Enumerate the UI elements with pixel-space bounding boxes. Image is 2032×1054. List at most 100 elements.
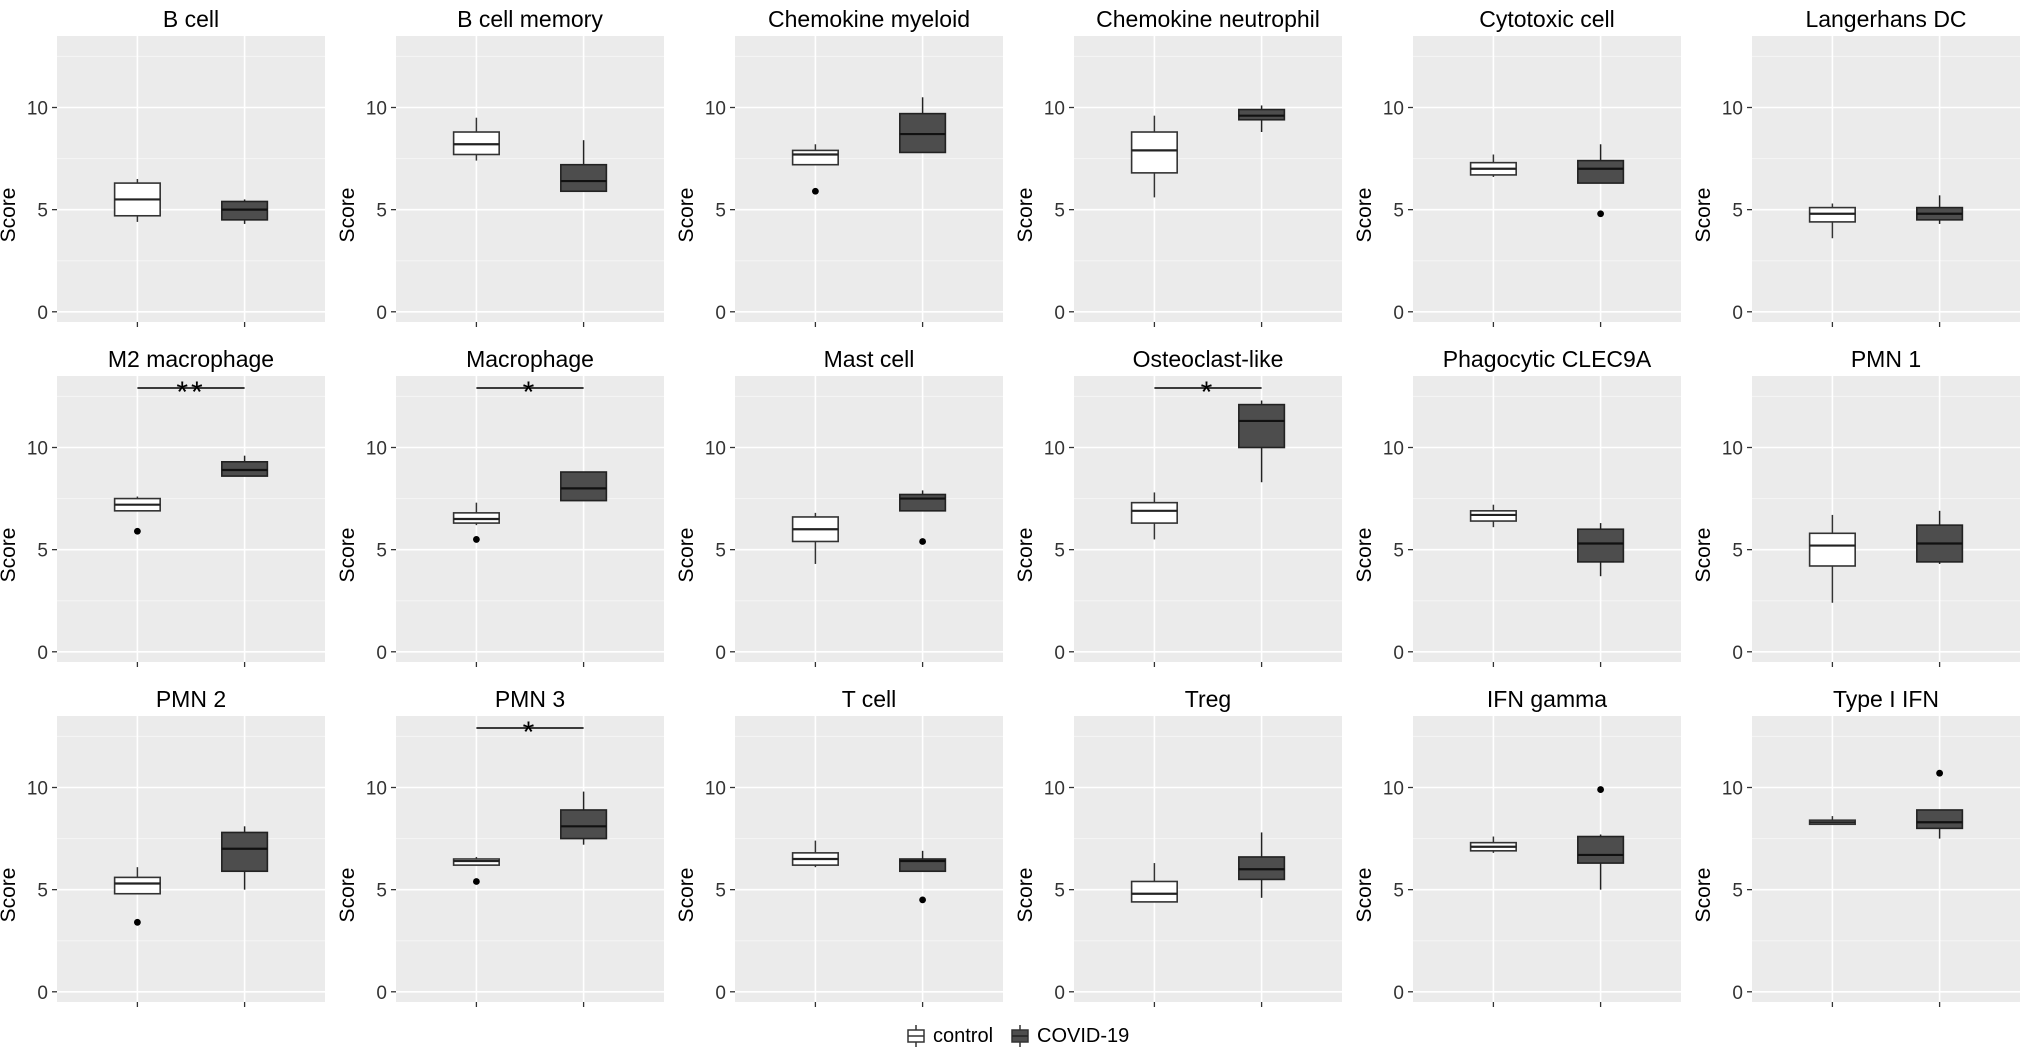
- panel-1: B cell 0 5 10 Score: [0, 6, 325, 327]
- legend-item-control: control: [905, 1025, 993, 1048]
- significance-label: *: [523, 376, 538, 409]
- y-tick-label: 10: [705, 99, 726, 120]
- panel-3: Chemokine myeloid 0 5 10 Score: [675, 6, 1003, 327]
- y-tick-label: 0: [1393, 643, 1404, 664]
- y-axis-label: Score: [1353, 868, 1376, 923]
- y-tick-label: 0: [1054, 643, 1065, 664]
- panel-10: Osteoclast-like 0 5 10 Score *: [1014, 346, 1342, 667]
- panel-2: B cell memory 0 5 10 Score: [336, 6, 664, 327]
- y-tick-label: 5: [715, 541, 726, 562]
- y-tick-label: 10: [1044, 779, 1065, 800]
- y-tick-label: 10: [1383, 779, 1404, 800]
- y-tick-label: 10: [705, 779, 726, 800]
- y-axis-label: Score: [0, 188, 20, 243]
- legend: control COVID-19: [905, 1024, 1145, 1048]
- y-tick-label: 0: [37, 643, 48, 664]
- y-tick-label: 0: [1054, 983, 1065, 1004]
- panel-background: [1752, 36, 2020, 322]
- y-tick-label: 0: [715, 303, 726, 324]
- y-axis-label: Score: [1353, 188, 1376, 243]
- panel-background: [735, 376, 1003, 662]
- outlier-covid: [1597, 786, 1604, 793]
- box-covid: [1577, 835, 1625, 864]
- panel-13: PMN 2 0 5 10 Score: [0, 686, 325, 1007]
- y-tick-label: 10: [1383, 99, 1404, 120]
- box-control: [113, 876, 161, 895]
- y-tick-label: 5: [1054, 201, 1065, 222]
- y-axis-label: Score: [675, 188, 698, 243]
- y-tick-label: 10: [366, 99, 387, 120]
- y-axis-label: Score: [1692, 188, 1715, 243]
- box-covid: [1916, 809, 1964, 830]
- y-tick-label: 5: [376, 201, 387, 222]
- panel-title: Cytotoxic cell: [1479, 6, 1614, 32]
- significance-label: *: [523, 716, 538, 749]
- y-tick-label: 10: [1722, 99, 1743, 120]
- y-axis-label: Score: [336, 868, 359, 923]
- panel-title: M2 macrophage: [108, 346, 274, 372]
- panel-background: [1413, 36, 1681, 322]
- outlier-control: [134, 918, 141, 926]
- box-covid: [221, 831, 269, 873]
- y-tick-label: 0: [1732, 303, 1743, 324]
- box-covid: [560, 471, 608, 502]
- box-control: [791, 149, 839, 166]
- y-tick-label: 0: [715, 983, 726, 1004]
- y-axis-label: Score: [1014, 868, 1037, 923]
- significance-label: *: [1201, 376, 1216, 409]
- panel-title: IFN gamma: [1487, 686, 1607, 712]
- panel-15: T cell 0 5 10 Score: [675, 686, 1003, 1007]
- y-tick-label: 5: [1054, 881, 1065, 902]
- panel-title: PMN 1: [1851, 346, 1921, 372]
- y-tick-label: 0: [1732, 643, 1743, 664]
- y-tick-label: 0: [1732, 983, 1743, 1004]
- panel-title: Phagocytic CLEC9A: [1443, 346, 1652, 372]
- y-tick-label: 0: [376, 643, 387, 664]
- panel-9: Mast cell 0 5 10 Score: [675, 346, 1003, 667]
- y-tick-label: 0: [376, 303, 387, 324]
- panel-background: [1074, 716, 1342, 1002]
- y-tick-label: 0: [1054, 303, 1065, 324]
- panel-background: [1752, 376, 2020, 662]
- y-axis-label: Score: [675, 868, 698, 923]
- panel-background: [396, 36, 664, 322]
- panel-background: [1074, 36, 1342, 322]
- y-axis-label: Score: [336, 188, 359, 243]
- panel-8: Macrophage 0 5 10 Score *: [336, 346, 664, 667]
- panel-title: Treg: [1185, 686, 1231, 712]
- y-tick-label: 5: [1732, 881, 1743, 902]
- y-axis-label: Score: [675, 528, 698, 583]
- y-axis-label: Score: [1692, 868, 1715, 923]
- panel-title: B cell: [163, 6, 219, 32]
- box-covid: [899, 493, 947, 512]
- box-covid: [560, 163, 608, 193]
- y-tick-label: 5: [37, 881, 48, 902]
- panel-5: Cytotoxic cell 0 5 10 Score: [1353, 6, 1681, 327]
- panel-6: Langerhans DC 0 5 10 Score: [1692, 6, 2020, 327]
- y-tick-label: 10: [1044, 439, 1065, 460]
- y-axis-label: Score: [336, 528, 359, 583]
- panel-title: T cell: [842, 686, 897, 712]
- y-tick-label: 0: [37, 983, 48, 1004]
- legend-label-control: control: [933, 1024, 994, 1047]
- y-axis-label: Score: [1014, 188, 1037, 243]
- panel-background: [735, 36, 1003, 322]
- y-tick-label: 10: [1383, 439, 1404, 460]
- panel-background: [396, 376, 664, 662]
- y-tick-label: 10: [27, 99, 48, 120]
- panel-17: IFN gamma 0 5 10 Score: [1353, 686, 1681, 1007]
- panel-background: [1074, 376, 1342, 662]
- legend-key-covid: [1011, 1025, 1029, 1047]
- panel-background: [57, 36, 325, 322]
- panel-18: Type I IFN 0 5 10 Score: [1692, 686, 2020, 1007]
- y-tick-label: 0: [376, 983, 387, 1004]
- y-tick-label: 5: [1732, 201, 1743, 222]
- panel-title: Langerhans DC: [1805, 6, 1966, 32]
- y-tick-label: 10: [1044, 99, 1065, 120]
- y-tick-label: 10: [366, 439, 387, 460]
- y-tick-label: 5: [376, 541, 387, 562]
- panel-background: [1752, 716, 2020, 1002]
- panel-title: PMN 2: [156, 686, 226, 712]
- panel-background: [1413, 716, 1681, 1002]
